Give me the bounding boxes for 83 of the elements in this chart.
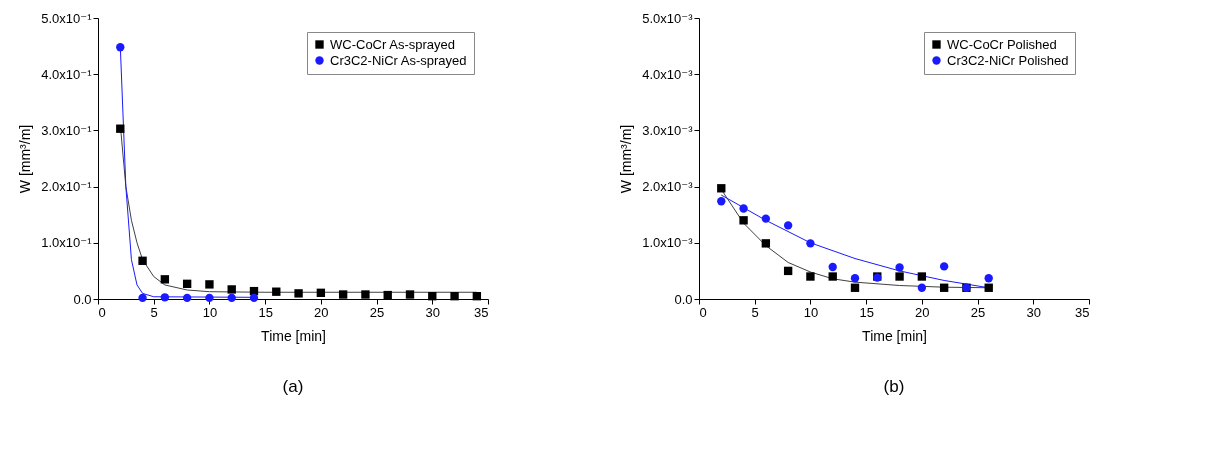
point (739, 204, 748, 213)
y-tick-label: 3.0x10⁻³ (642, 122, 694, 138)
x-tick-label: 30 (425, 304, 441, 320)
x-tick-label: 35 (1075, 304, 1090, 320)
x-tick-label: 30 (1026, 304, 1042, 320)
point (806, 272, 815, 281)
point (717, 184, 726, 193)
legend-label: WC-CoCr As-sprayed (330, 36, 455, 52)
point (917, 272, 927, 281)
point (272, 287, 281, 296)
point (850, 274, 860, 283)
text: (b) (883, 377, 905, 396)
y-tick-label: 0.0 (674, 291, 693, 307)
point (739, 216, 748, 225)
x-tick-label: 25 (369, 304, 385, 320)
y-axis-title: W [mm³/m] (17, 124, 34, 194)
point (160, 275, 170, 284)
point (895, 263, 904, 272)
point (783, 221, 793, 230)
point (116, 43, 125, 52)
point (316, 288, 326, 297)
x-tick-label: 15 (859, 304, 874, 320)
point (450, 292, 459, 301)
point (405, 290, 415, 299)
legend-label: WC-CoCr Polished (947, 36, 1057, 52)
point (249, 293, 259, 303)
legend-label: Cr3C2-NiCr As-sprayed (330, 52, 467, 68)
point (227, 293, 236, 303)
point (361, 290, 370, 299)
y-tick-label: 1.0x10⁻³ (642, 235, 694, 251)
point (428, 292, 437, 301)
x-tick-label: 10 (202, 304, 218, 320)
y-tick-label: 5.0x10⁻¹ (41, 10, 93, 26)
y-tick-label: 4.0x10⁻¹ (41, 66, 93, 82)
y-tick-label: 1.0x10⁻¹ (41, 235, 93, 251)
point (828, 262, 837, 272)
point (895, 272, 904, 281)
point (984, 283, 993, 292)
x-tick-label: 35 (474, 304, 489, 320)
point (383, 290, 392, 300)
point (761, 239, 771, 248)
x-tick-label: 25 (970, 304, 986, 320)
point (828, 272, 837, 281)
point (182, 279, 192, 289)
y-axis-title: W [mm³/m] (618, 124, 635, 194)
x-tick-label: 0 (699, 304, 707, 320)
point (761, 214, 771, 223)
point (182, 293, 192, 303)
point (138, 256, 147, 265)
point (338, 290, 348, 299)
y-tick-label: 2.0x10⁻¹ (41, 179, 93, 195)
y-tick-label: 3.0x10⁻¹ (41, 122, 93, 138)
y-tick-label: 4.0x10⁻³ (642, 66, 694, 82)
x-tick-label: 20 (915, 304, 930, 320)
legend-label: Cr3C2-NiCr Polished (947, 52, 1069, 68)
point (160, 293, 170, 302)
x-axis-title: Time [min] (862, 327, 927, 344)
point (917, 283, 927, 292)
y-tick-label: 0.0 (73, 291, 92, 307)
y-tick-label: 2.0x10⁻³ (642, 179, 694, 195)
point (850, 283, 860, 292)
point (806, 239, 815, 248)
point (939, 262, 949, 271)
x-tick-label: 15 (258, 304, 273, 320)
x-tick-label: 20 (314, 304, 329, 320)
point (939, 283, 949, 292)
point (116, 124, 125, 133)
x-tick-label: 0 (98, 304, 106, 320)
text: (a) (282, 377, 304, 396)
point (205, 293, 214, 303)
point (294, 289, 303, 298)
x-tick-label: 5 (751, 304, 759, 320)
point (984, 274, 993, 283)
y-tick-label: 5.0x10⁻³ (642, 10, 694, 26)
point (783, 266, 793, 276)
point (472, 292, 482, 301)
point (138, 293, 147, 303)
point (717, 197, 726, 206)
point (227, 285, 236, 294)
x-axis-title: Time [min] (261, 327, 326, 344)
x-tick-label: 10 (803, 304, 819, 320)
point (205, 280, 214, 289)
x-tick-label: 5 (150, 304, 158, 320)
